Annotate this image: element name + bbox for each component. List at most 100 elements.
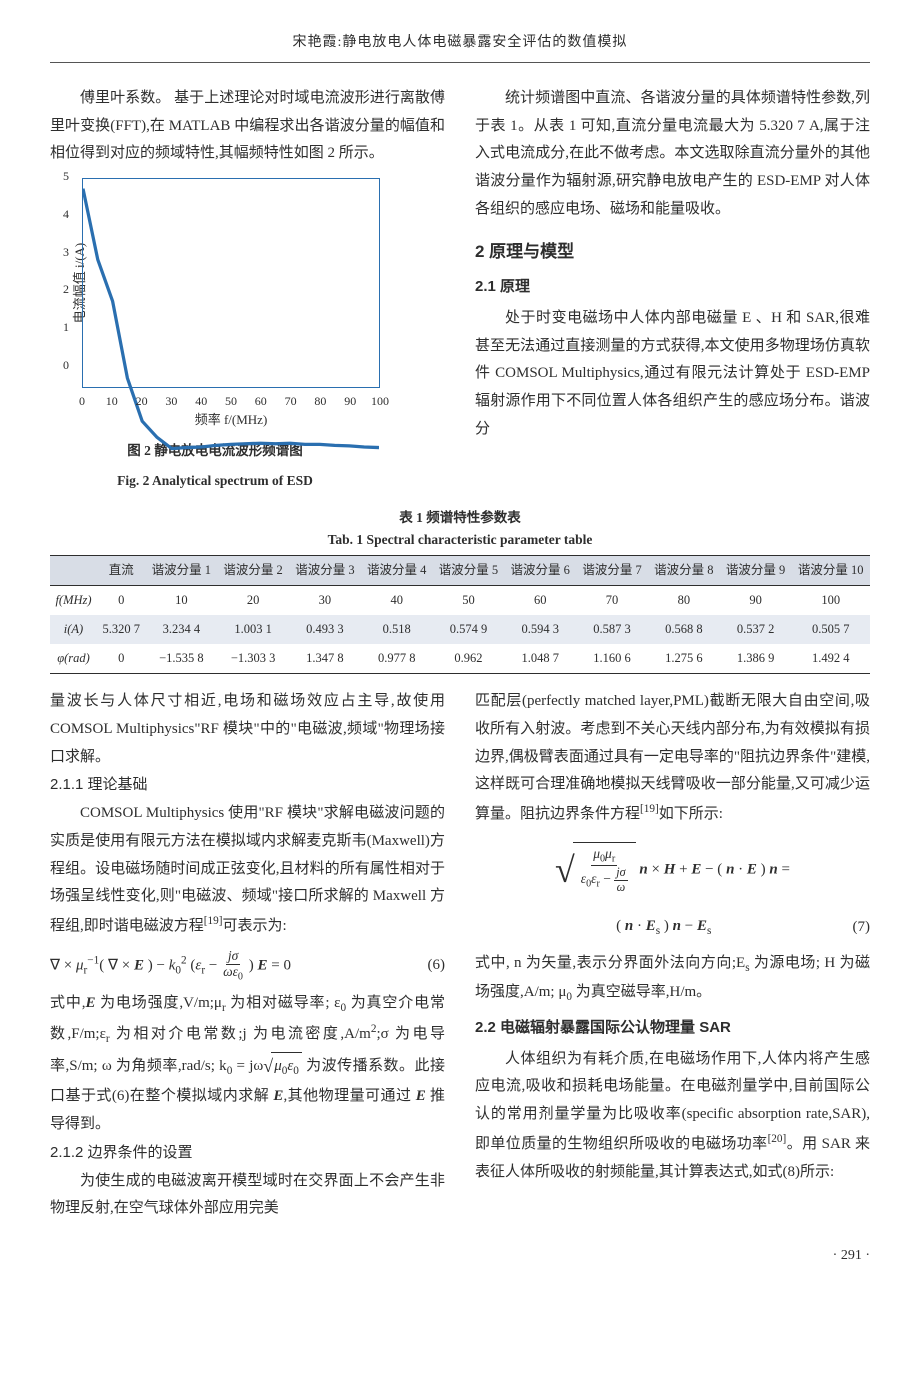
table-header-cell: 谐波分量 10: [791, 555, 870, 585]
sec212-label: 2.1.2 边界条件的设置: [50, 1144, 193, 1161]
table-cell: 20: [217, 585, 289, 615]
para-stats: 统计频谱图中直流、各谐波分量的具体频谱特性参数,列于表 1。从表 1 可知,直流…: [475, 85, 870, 224]
eq7-number: (7): [853, 914, 871, 942]
section-2-2-heading: 2.2 电磁辐射暴露国际公认物理量 SAR: [475, 1014, 870, 1042]
xtick: 20: [136, 390, 148, 412]
section-2-1-1-heading: 2.1.1 理论基础: [50, 771, 445, 800]
table-header-cell: [50, 555, 97, 585]
top-columns: 傅里叶系数。 基于上述理论对时域电流波形进行离散傅里叶变换(FFT),在 MAT…: [50, 85, 870, 497]
theory-tail: 可表示为:: [223, 918, 287, 934]
table-header-cell: 谐波分量 1: [145, 555, 217, 585]
eq7-line1: √ μ0μr ε0εr − jσω n × H + E − ( n · E ) …: [475, 837, 870, 904]
table-1-caption-en: Tab. 1 Spectral characteristic parameter…: [50, 529, 870, 551]
table-cell: 1.386 9: [720, 644, 792, 674]
para-theory: COMSOL Multiphysics 使用"RF 模块"求解电磁波问题的实质是…: [50, 800, 445, 941]
table-cell: 0: [97, 644, 145, 674]
line-chart: [83, 179, 379, 475]
table-cell: 0.594 3: [504, 615, 576, 644]
table-row: φ(rad)0−1.535 8−1.303 31.347 80.977 80.9…: [50, 644, 870, 674]
table-cell: 1.003 1: [217, 615, 289, 644]
table-header-cell: 谐波分量 2: [217, 555, 289, 585]
table-cell: 1.492 4: [791, 644, 870, 674]
xtick: 50: [225, 390, 237, 412]
table-cell: 0.568 8: [648, 615, 720, 644]
table-cell: 40: [361, 585, 433, 615]
para-fft: 傅里叶系数。 基于上述理论对时域电流波形进行离散傅里叶变换(FFT),在 MAT…: [50, 85, 445, 168]
section-2-1-heading: 2.1 原理: [475, 273, 870, 301]
chart-box: 0 1 2 3 4 5: [82, 178, 380, 388]
para-pml: 匹配层(perfectly matched layer,PML)截断无限大自由空…: [475, 688, 870, 829]
table-header-cell: 谐波分量 7: [576, 555, 648, 585]
table-header-cell: 谐波分量 4: [361, 555, 433, 585]
table-cell: 5.320 7: [97, 615, 145, 644]
para-sar: 人体组织为有耗介质,在电磁场作用下,人体内将产生感应电流,吸收和损耗电场能量。在…: [475, 1046, 870, 1187]
xtick: 70: [285, 390, 297, 412]
table-cell: 0.518: [361, 615, 433, 644]
table-cell: 1.048 7: [504, 644, 576, 674]
para-boundary: 为使生成的电磁波离开模型域时在交界面上不会产生非物理反射,在空气球体外部应用完美: [50, 1168, 445, 1224]
equation-7: √ μ0μr ε0εr − jσω n × H + E − ( n · E ) …: [475, 837, 870, 942]
running-head: 宋艳霞:静电放电人体电磁暴露安全评估的数值模拟: [50, 30, 870, 63]
ytick: 0: [63, 354, 69, 376]
table-header-cell: 谐波分量 5: [433, 555, 505, 585]
table-cell: −1.303 3: [217, 644, 289, 674]
table-cell: 0: [97, 585, 145, 615]
xtick: 90: [344, 390, 356, 412]
table-cell: 50: [433, 585, 505, 615]
table-1-block: 表 1 频谱特性参数表 Tab. 1 Spectral characterist…: [50, 507, 870, 674]
table-header-cell: 谐波分量 9: [720, 555, 792, 585]
ytick: 5: [63, 165, 69, 187]
table-cell: 0.587 3: [576, 615, 648, 644]
table-cell: i(A): [50, 615, 97, 644]
table-cell: φ(rad): [50, 644, 97, 674]
xtick: 40: [195, 390, 207, 412]
table-row: i(A)5.320 73.234 41.003 10.493 30.5180.5…: [50, 615, 870, 644]
table-cell: 0.574 9: [433, 615, 505, 644]
sec211-label: 2.1.1 理论基础: [50, 776, 148, 793]
table-header-cell: 直流: [97, 555, 145, 585]
table-header-cell: 谐波分量 3: [289, 555, 361, 585]
left-column-bottom: 量波长与人体尺寸相近,电场和磁场效应占主导,故使用 COMSOL Multiph…: [50, 688, 445, 1223]
theory-text: COMSOL Multiphysics 使用"RF 模块"求解电磁波问题的实质是…: [50, 805, 445, 934]
table-cell: 0.962: [433, 644, 505, 674]
ref-19: [19]: [204, 915, 223, 927]
table-cell: 3.234 4: [145, 615, 217, 644]
para-eq7-explain: 式中, n 为矢量,表示分界面外法向方向;Es 为源电场; H 为磁场强度,A/…: [475, 950, 870, 1008]
para-wavelength: 量波长与人体尺寸相近,电场和磁场效应占主导,故使用 COMSOL Multiph…: [50, 688, 445, 771]
table-cell: 1.160 6: [576, 644, 648, 674]
table-cell: 1.347 8: [289, 644, 361, 674]
table-cell: 80: [648, 585, 720, 615]
x-ticks: 0 10 20 30 40 50 60 70 80 90 100: [82, 390, 380, 406]
section-2-heading: 2 原理与模型: [475, 236, 870, 267]
table-cell: 0.493 3: [289, 615, 361, 644]
eq7-line2: ( n · Es ) n − Es: [475, 913, 853, 942]
ref-19b: [19]: [640, 803, 659, 815]
left-column-top: 傅里叶系数。 基于上述理论对时域电流波形进行离散傅里叶变换(FFT),在 MAT…: [50, 85, 445, 497]
xtick: 60: [255, 390, 267, 412]
bottom-columns: 量波长与人体尺寸相近,电场和磁场效应占主导,故使用 COMSOL Multiph…: [50, 688, 870, 1223]
table-cell: 0.537 2: [720, 615, 792, 644]
ref-20: [20]: [768, 1133, 787, 1145]
right-column-top: 统计频谱图中直流、各谐波分量的具体频谱特性参数,列于表 1。从表 1 可知,直流…: [475, 85, 870, 497]
right-column-bottom: 匹配层(perfectly matched layer,PML)截断无限大自由空…: [475, 688, 870, 1223]
figure-2: 电流幅值 i/(A) 0 1 2 3 4 5 0: [50, 178, 380, 491]
table-cell: 60: [504, 585, 576, 615]
table-row: f(MHz)0102030405060708090100: [50, 585, 870, 615]
table-cell: 30: [289, 585, 361, 615]
para-principle: 处于时变电磁场中人体内部电磁量 E 、H 和 SAR,很难甚至无法通过直接测量的…: [475, 305, 870, 444]
ytick: 2: [63, 278, 69, 300]
table-cell: 70: [576, 585, 648, 615]
table-cell: −1.535 8: [145, 644, 217, 674]
para-eq6-explain: 式中,E 为电场强度,V/m;μr 为相对磁导率; ε0 为真空介电常数,F/m…: [50, 990, 445, 1138]
table-cell: 0.977 8: [361, 644, 433, 674]
table-1: 直流谐波分量 1谐波分量 2谐波分量 3谐波分量 4谐波分量 5谐波分量 6谐波…: [50, 555, 870, 675]
xtick: 0: [79, 390, 85, 412]
xtick: 80: [314, 390, 326, 412]
para-principle-text: 处于时变电磁场中人体内部电磁量 E 、H 和 SAR,很难甚至无法通过直接测量的…: [475, 310, 870, 437]
equation-6: ∇ × μr−1( ∇ × E ) − k02 (εr − jσωε0 ) E …: [50, 949, 445, 983]
ytick: 1: [63, 316, 69, 338]
eq6-number: (6): [428, 952, 446, 980]
section-2-1-2-heading: 2.1.2 边界条件的设置: [50, 1139, 445, 1168]
xtick: 100: [371, 390, 389, 412]
ytick: 4: [63, 203, 69, 225]
